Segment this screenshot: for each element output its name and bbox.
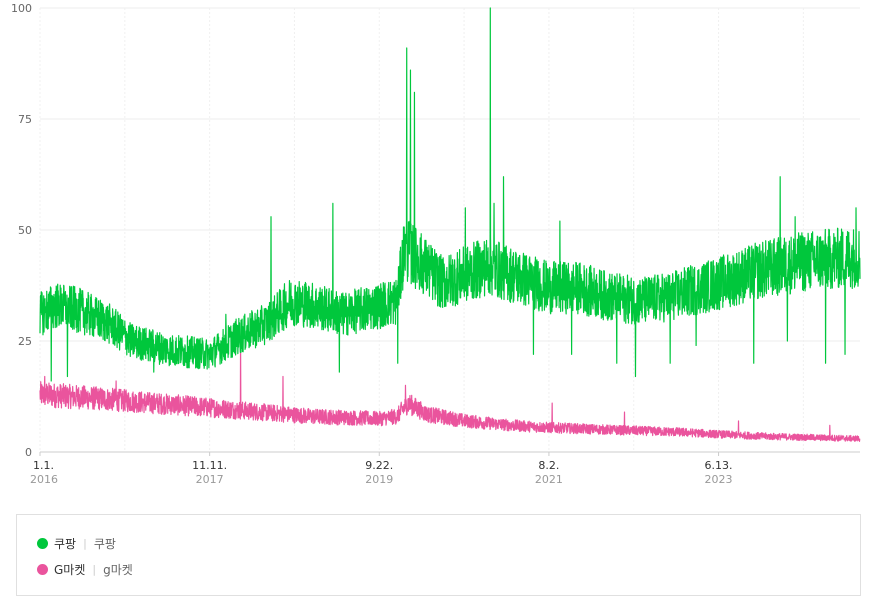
x-tick-date-label: 1.1. bbox=[33, 459, 54, 472]
x-tick-year-label: 2021 bbox=[535, 473, 563, 486]
x-tick-date-label: 8.2. bbox=[538, 459, 559, 472]
chart-legend: 쿠팡 | 쿠팡 G마켓 | g마켓 bbox=[16, 514, 861, 596]
legend-series-keyword: g마켓 bbox=[103, 563, 133, 577]
legend-separator: | bbox=[92, 563, 97, 576]
x-tick-year-label: 2019 bbox=[365, 473, 393, 486]
legend-item-coupang[interactable]: 쿠팡 | 쿠팡 bbox=[37, 535, 116, 552]
y-tick-label: 75 bbox=[18, 113, 32, 126]
y-tick-label: 50 bbox=[18, 224, 32, 237]
x-tick-date-label: 6.13. bbox=[705, 459, 733, 472]
trend-line-chart: 0 25 50 75 100 1.1.2016 11.11.2017 9.22.2019 8.… bbox=[11, 2, 861, 486]
y-tick-label: 0 bbox=[25, 446, 32, 459]
series-line bbox=[39, 340, 861, 442]
x-axis-ticks: 1.1.2016 11.11.2017 9.22.2019 8.2.2021 6.13.… bbox=[30, 452, 733, 486]
x-tick-year-label: 2016 bbox=[30, 473, 58, 486]
x-tick-date-label: 9.22. bbox=[365, 459, 393, 472]
legend-item-gmarket[interactable]: G마켓 | g마켓 bbox=[37, 561, 133, 578]
x-tick-year-label: 2023 bbox=[705, 473, 733, 486]
legend-separator: | bbox=[83, 537, 87, 550]
legend-series-keyword: 쿠팡 bbox=[93, 537, 116, 551]
series-lines bbox=[39, 7, 861, 442]
x-tick-year-label: 2017 bbox=[196, 473, 224, 486]
legend-dot-icon bbox=[37, 564, 48, 575]
series-line bbox=[39, 7, 861, 382]
y-tick-label: 25 bbox=[18, 335, 32, 348]
legend-dot-icon bbox=[37, 538, 48, 549]
y-axis-ticks: 0 25 50 75 100 bbox=[11, 2, 32, 459]
chart-grid bbox=[39, 7, 860, 453]
x-tick-date-label: 11.11. bbox=[192, 459, 227, 472]
y-tick-label: 100 bbox=[11, 2, 32, 15]
legend-series-name: 쿠팡 bbox=[54, 537, 77, 551]
legend-series-name: G마켓 bbox=[54, 563, 86, 577]
